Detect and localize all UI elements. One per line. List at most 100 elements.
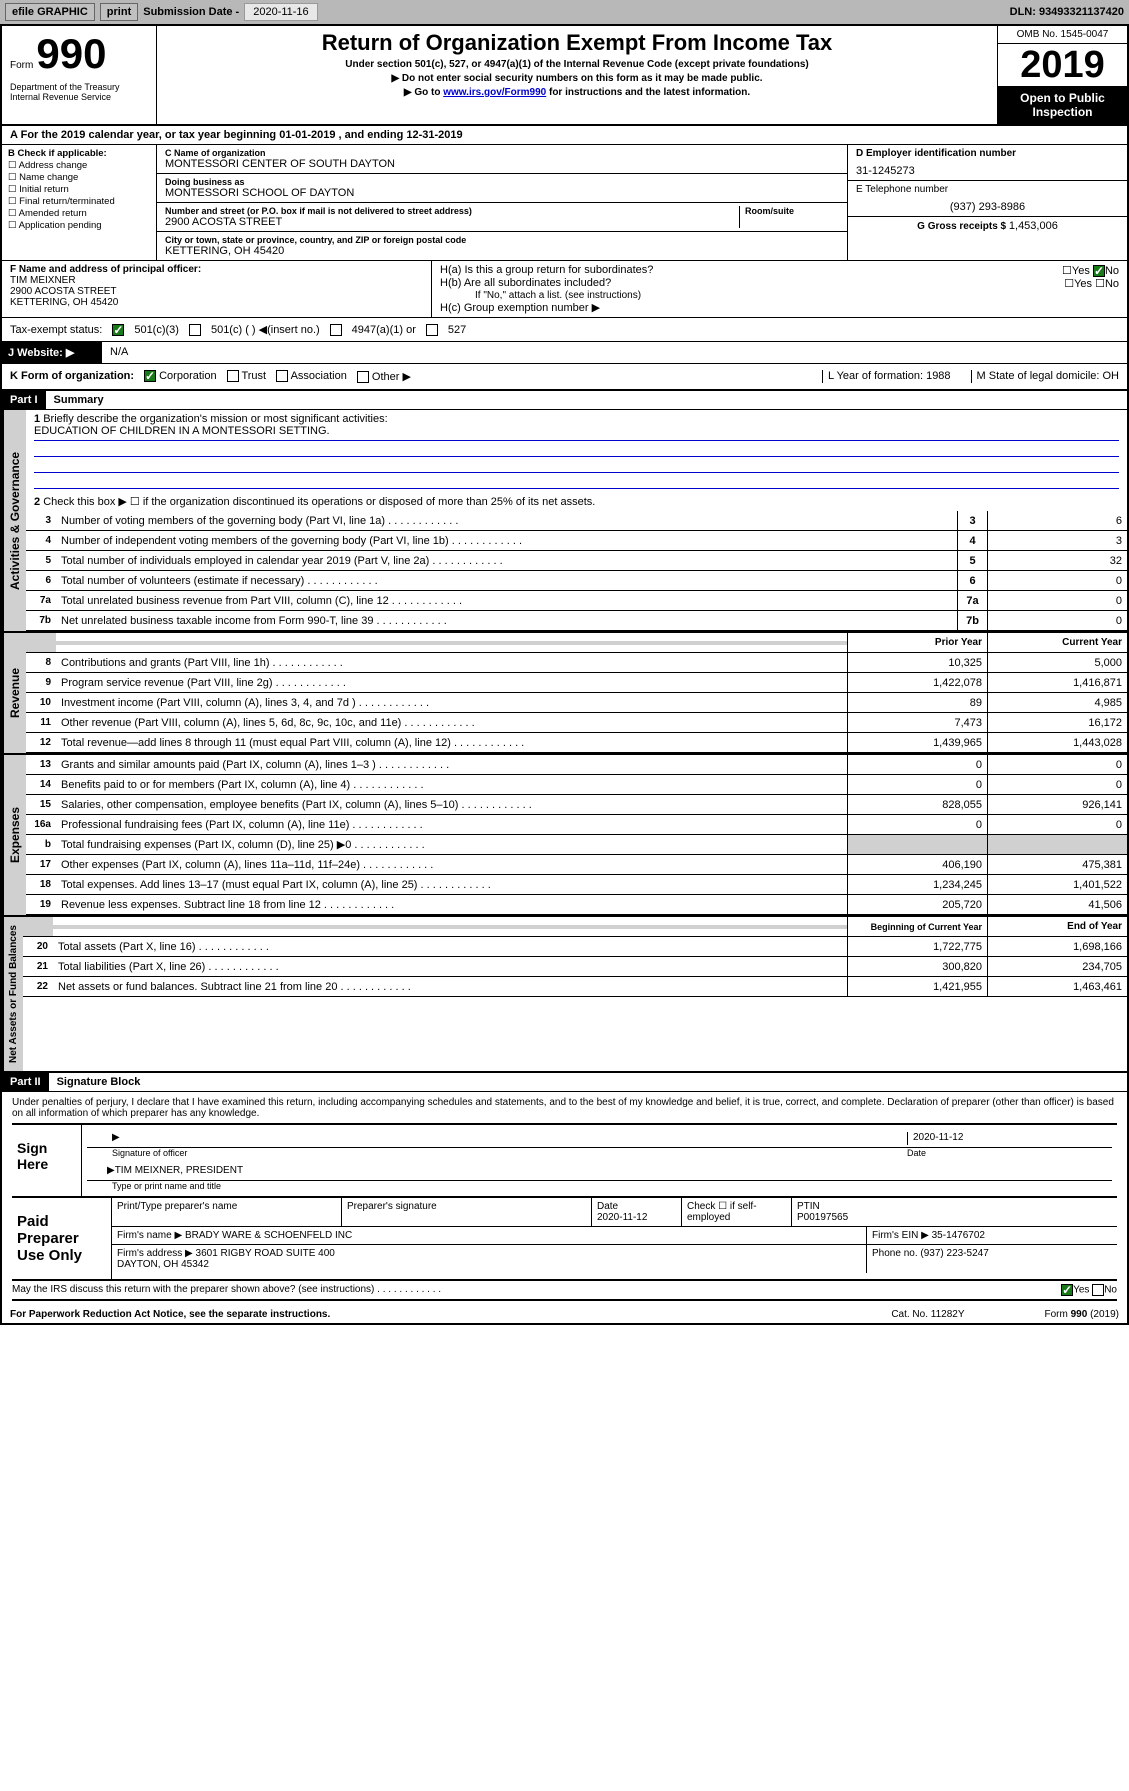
line-19-prior: 205,720: [847, 895, 987, 914]
ha-no-check[interactable]: [1093, 265, 1105, 277]
line-8: Contributions and grants (Part VIII, lin…: [56, 655, 847, 671]
l1-label: Briefly describe the organization's miss…: [43, 413, 387, 425]
self-emp: Check ☐ if self-employed: [682, 1198, 792, 1226]
line-b-curr: [987, 835, 1127, 854]
part1-title: Summary: [46, 391, 112, 409]
c-name: MONTESSORI CENTER OF SOUTH DAYTON: [165, 158, 839, 170]
e-val: (937) 293-8986: [856, 201, 1119, 213]
date-label: Date: [907, 1148, 1107, 1158]
note2: ▶ Go to www.irs.gov/Form990 for instruct…: [161, 87, 993, 98]
discuss: May the IRS discuss this return with the…: [12, 1284, 441, 1296]
tax-label: Tax-exempt status:: [10, 324, 102, 336]
addr-change-check[interactable]: ☐ Address change: [8, 160, 150, 171]
527-check[interactable]: [426, 324, 438, 336]
subtitle: Under section 501(c), 527, or 4947(a)(1)…: [161, 59, 993, 70]
amended-check[interactable]: ☐ Amended return: [8, 208, 150, 219]
line-15-curr: 926,141: [987, 795, 1127, 814]
mission: EDUCATION OF CHILDREN IN A MONTESSORI SE…: [34, 425, 1119, 441]
vert-exp: Expenses: [2, 755, 26, 915]
badge: Open to Public Inspection: [998, 86, 1127, 124]
line-12-prior: 1,439,965: [847, 733, 987, 752]
room-label: Room/suite: [745, 206, 839, 216]
line-8-prior: 10,325: [847, 653, 987, 672]
other-check[interactable]: [357, 371, 369, 383]
line-11: Other revenue (Part VIII, column (A), li…: [56, 715, 847, 731]
ptin: P00197565: [797, 1212, 848, 1223]
year: 2019: [998, 44, 1127, 86]
ha: H(a) Is this a group return for subordin…: [440, 264, 1062, 277]
print-button[interactable]: print: [100, 3, 138, 21]
line-20: Total assets (Part X, line 16): [53, 939, 847, 955]
line-22-curr: 1,463,461: [987, 977, 1127, 996]
line-b: Total fundraising expenses (Part IX, col…: [56, 836, 847, 853]
line-12-curr: 1,443,028: [987, 733, 1127, 752]
final-return-check[interactable]: ☐ Final return/terminated: [8, 196, 150, 207]
efile-button[interactable]: efile GRAPHIC: [5, 3, 95, 21]
pending-check[interactable]: ☐ Application pending: [8, 220, 150, 231]
initial-return-check[interactable]: ☐ Initial return: [8, 184, 150, 195]
corp-check[interactable]: [144, 370, 156, 382]
part2-hdr: Part II: [2, 1073, 49, 1091]
f-addr: 2900 ACOSTA STREET KETTERING, OH 45420: [10, 286, 423, 308]
line-7a: Total unrelated business revenue from Pa…: [56, 593, 957, 609]
d-val: 31-1245273: [856, 165, 1119, 177]
vert-rev: Revenue: [2, 633, 26, 753]
line-17-curr: 475,381: [987, 855, 1127, 874]
curr-hdr: Current Year: [987, 633, 1127, 652]
4947-check[interactable]: [330, 324, 342, 336]
d-label: D Employer identification number: [856, 148, 1119, 159]
g-val: 1,453,006: [1009, 220, 1058, 232]
beg-hdr: Beginning of Current Year: [847, 917, 987, 936]
line-20-prior: 1,722,775: [847, 937, 987, 956]
k-label: K Form of organization:: [10, 370, 134, 383]
g-label: G Gross receipts $: [917, 221, 1009, 232]
part1-hdr: Part I: [2, 391, 46, 409]
sig-officer-label: Signature of officer: [112, 1148, 907, 1158]
line-17-prior: 406,190: [847, 855, 987, 874]
line-21-prior: 300,820: [847, 957, 987, 976]
name-change-check[interactable]: ☐ Name change: [8, 172, 150, 183]
sub-date: 2020-11-16: [244, 3, 317, 21]
period: A For the 2019 calendar year, or tax yea…: [2, 126, 1127, 145]
dept: Department of the Treasury Internal Reve…: [10, 82, 148, 102]
line-13: Grants and similar amounts paid (Part IX…: [56, 757, 847, 773]
prep-date: 2020-11-12: [597, 1212, 647, 1223]
paid-prep: Paid Preparer Use Only: [12, 1198, 112, 1279]
line-13-curr: 0: [987, 755, 1127, 774]
line-21: Total liabilities (Part X, line 26): [53, 959, 847, 975]
irs-link[interactable]: www.irs.gov/Form990: [443, 87, 546, 98]
line-7a-val: 0: [987, 591, 1127, 610]
line-20-curr: 1,698,166: [987, 937, 1127, 956]
addr: 2900 ACOSTA STREET: [165, 216, 739, 228]
line-11-prior: 7,473: [847, 713, 987, 732]
line-4-val: 3: [987, 531, 1127, 550]
line-22: Net assets or fund balances. Subtract li…: [53, 979, 847, 995]
dba: MONTESSORI SCHOOL OF DAYTON: [165, 187, 839, 199]
j-val: N/A: [102, 342, 1127, 363]
type-name-label: Type or print name and title: [87, 1181, 1112, 1191]
line-18-prior: 1,234,245: [847, 875, 987, 894]
line-14-curr: 0: [987, 775, 1127, 794]
line-7b: Net unrelated business taxable income fr…: [56, 613, 957, 629]
line-15-prior: 828,055: [847, 795, 987, 814]
trust-check[interactable]: [227, 370, 239, 382]
m-state: M State of legal domicile: OH: [971, 370, 1119, 383]
501c3-check[interactable]: [112, 324, 124, 336]
line-13-prior: 0: [847, 755, 987, 774]
assoc-check[interactable]: [276, 370, 288, 382]
discuss-yes[interactable]: [1061, 1284, 1073, 1296]
declaration: Under penalties of perjury, I declare th…: [12, 1097, 1117, 1119]
vert-gov: Activities & Governance: [2, 410, 26, 631]
form-label: Form: [10, 60, 33, 71]
discuss-no[interactable]: [1092, 1284, 1104, 1296]
vert-net: Net Assets or Fund Balances: [2, 917, 23, 1071]
501c-check[interactable]: [189, 324, 201, 336]
line-18-curr: 1,401,522: [987, 875, 1127, 894]
hb-note: If "No," attach a list. (see instruction…: [440, 290, 1119, 301]
line-7b-val: 0: [987, 611, 1127, 630]
line-12: Total revenue—add lines 8 through 11 (mu…: [56, 735, 847, 751]
line-22-prior: 1,421,955: [847, 977, 987, 996]
form-number: 990: [36, 30, 106, 77]
l-year: L Year of formation: 1988: [822, 370, 951, 383]
line-16a-prior: 0: [847, 815, 987, 834]
